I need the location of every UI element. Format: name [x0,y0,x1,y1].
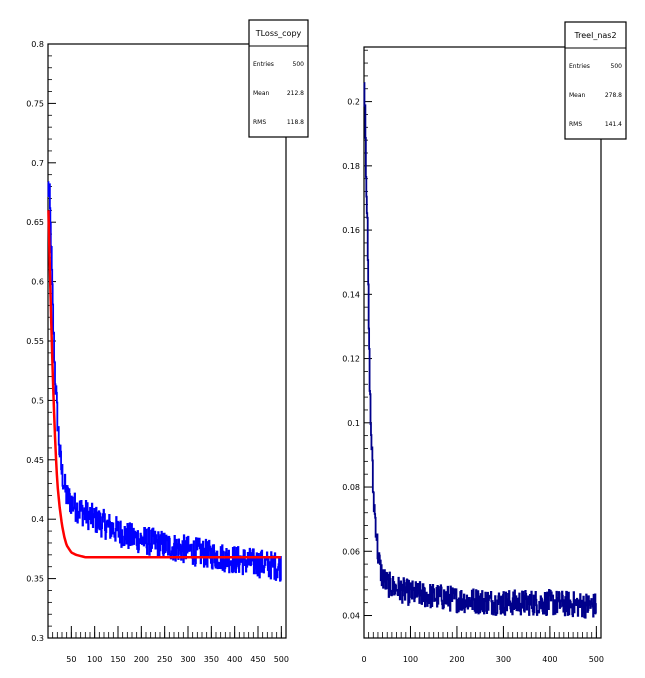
x-tick-label: 100 [403,655,418,664]
x-tick-label: 350 [204,655,219,664]
y-tick-label: 0.4 [31,515,44,524]
y-tick-label: 0.8 [31,40,44,49]
stats-label: RMS [569,121,582,128]
stats-title: TLoss_copy [255,29,302,38]
y-tick-label: 0.45 [26,456,44,465]
stats-value: 141.4 [605,121,622,128]
stats-value: 500 [611,63,623,70]
stats-label: Mean [253,90,270,97]
stats-value: 212.8 [287,90,304,97]
y-tick-label: 0.2 [347,98,360,107]
y-tick-label: 0.06 [342,547,360,556]
stats-box [248,19,309,138]
stats-value: 500 [293,61,305,68]
x-tick-label: 250 [157,655,172,664]
data-series-line [47,181,282,582]
y-tick-label: 0.55 [26,337,44,346]
y-tick-label: 0.35 [26,575,44,584]
stats-label: Mean [569,92,586,99]
y-tick-label: 0.7 [31,159,44,168]
x-tick-label: 300 [180,655,195,664]
x-tick-label: 500 [274,655,289,664]
y-tick-label: 0.65 [26,218,44,227]
x-tick-label: 50 [66,655,76,664]
stats-value: 118.8 [287,119,304,126]
y-tick-label: 0.12 [342,355,360,364]
stats-label: Entries [569,63,590,70]
stats-label: RMS [253,119,266,126]
x-tick-label: 200 [134,655,149,664]
y-tick-label: 0.6 [31,278,44,287]
left-chart-panel: 0.3 0.35 0.4 0.45 0.5 0.55 0.6 0.65 0.7 0.75 0.8 50… [26,19,309,664]
y-tick-label: 0.18 [342,162,360,171]
data-series-line [363,82,597,619]
x-tick-label: 200 [449,655,464,664]
y-tick-label: 0.08 [342,483,360,492]
y-tick-label: 0.04 [342,612,360,621]
right-chart-panel: 0.04 0.06 0.08 0.1 0.12 0.14 0.16 0.18 0.2 0 100 20… [342,21,627,664]
x-tick-label: 0 [361,655,366,664]
x-tick-label: 100 [87,655,102,664]
y-tick-label: 0.1 [347,419,360,428]
plot-frame [363,46,602,639]
stats-value: 278.8 [605,92,622,99]
x-tick-label: 450 [250,655,265,664]
y-tick-label: 0.16 [342,226,360,235]
x-tick-label: 400 [227,655,242,664]
stats-label: Entries [253,61,274,68]
y-tick-label: 0.14 [342,290,360,299]
x-tick-label: 400 [542,655,557,664]
y-tick-label: 0.3 [31,634,44,643]
y-tick-label: 0.75 [26,99,44,108]
y-tick-label: 0.5 [31,396,44,405]
fit-curve [47,210,281,559]
x-tick-label: 150 [110,655,125,664]
stats-box [564,21,627,140]
stats-title: Treel_nas2 [573,31,616,40]
x-tick-label: 300 [496,655,511,664]
x-tick-label: 500 [589,655,604,664]
